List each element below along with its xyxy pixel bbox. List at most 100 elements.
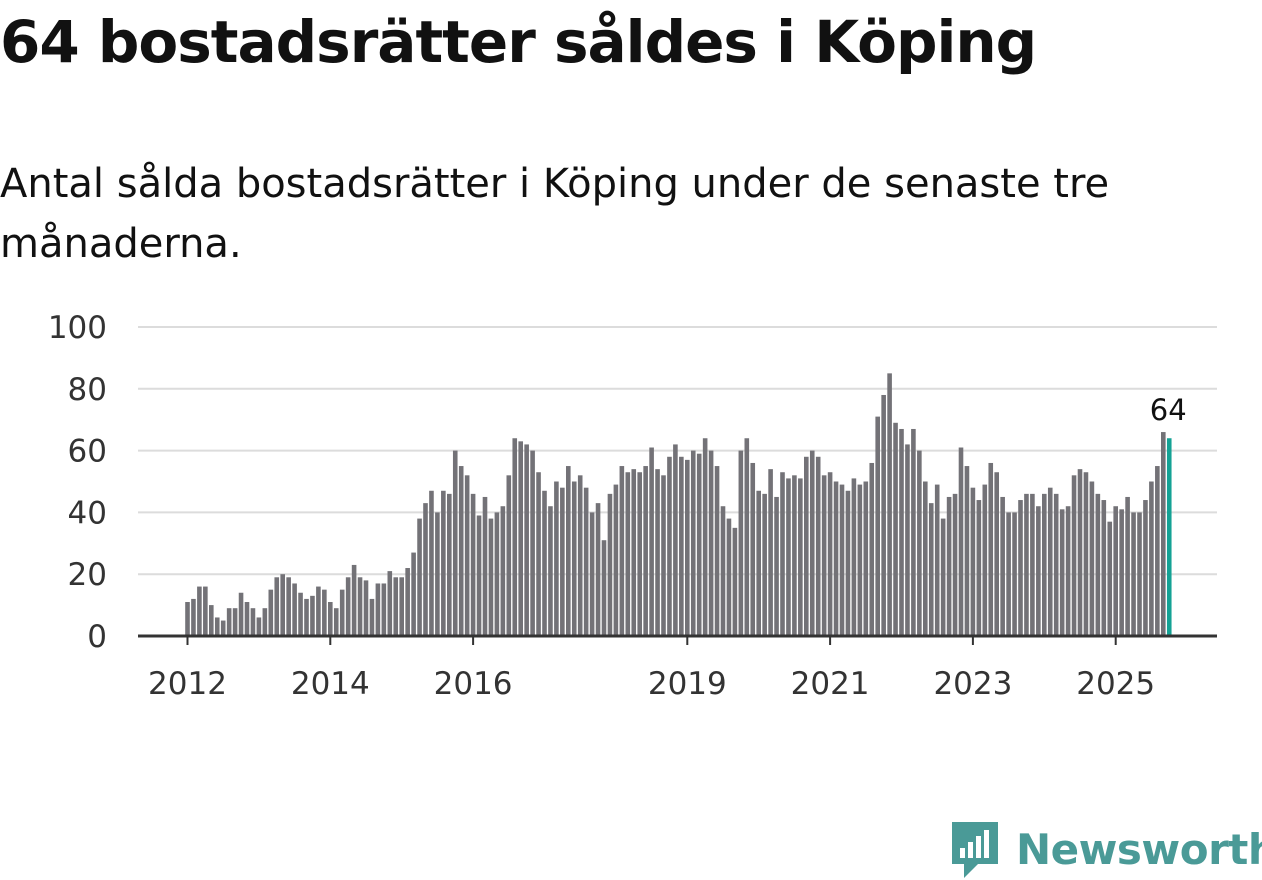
bar bbox=[863, 481, 869, 636]
bar bbox=[762, 493, 767, 636]
bar bbox=[185, 602, 190, 636]
bar bbox=[203, 586, 208, 636]
bar bbox=[518, 441, 523, 636]
bar bbox=[542, 490, 547, 636]
bar bbox=[524, 444, 529, 636]
bar bbox=[696, 453, 702, 636]
bar bbox=[250, 608, 256, 636]
bar bbox=[244, 602, 250, 636]
bar bbox=[804, 456, 809, 636]
bar bbox=[268, 589, 274, 636]
bar bbox=[560, 487, 565, 636]
bar bbox=[381, 583, 387, 636]
bar bbox=[994, 472, 999, 636]
bar bbox=[339, 589, 345, 636]
bar bbox=[488, 518, 494, 636]
x-tick-label: 2019 bbox=[648, 666, 727, 702]
bar bbox=[928, 503, 934, 636]
bar bbox=[494, 512, 500, 636]
bar bbox=[232, 608, 238, 636]
x-tick-label: 2021 bbox=[791, 666, 870, 702]
bar bbox=[197, 586, 202, 636]
bar bbox=[726, 518, 732, 636]
bar bbox=[833, 481, 839, 636]
bar bbox=[1143, 500, 1148, 636]
bar bbox=[750, 462, 756, 636]
bar bbox=[423, 503, 428, 636]
bar bbox=[625, 472, 631, 636]
bar bbox=[399, 577, 404, 636]
bar bbox=[1036, 506, 1041, 636]
bar bbox=[351, 564, 357, 636]
bar bbox=[316, 586, 321, 636]
bar bbox=[1113, 506, 1118, 636]
y-tick-label: 0 bbox=[87, 619, 107, 655]
bar bbox=[631, 469, 637, 636]
bar bbox=[256, 617, 262, 636]
brand-name: Newsworthy bbox=[1016, 824, 1262, 874]
bar bbox=[809, 450, 815, 636]
bar bbox=[1095, 493, 1101, 636]
bar bbox=[917, 450, 922, 636]
bar bbox=[464, 475, 470, 636]
bar bbox=[1024, 493, 1029, 636]
y-axis-labels: 0 20 40 60 80 100 bbox=[48, 310, 107, 655]
bar bbox=[607, 493, 613, 636]
bar bbox=[1155, 466, 1160, 636]
bar bbox=[821, 475, 827, 636]
bar bbox=[470, 493, 476, 636]
bar bbox=[298, 592, 303, 636]
bar bbox=[1125, 496, 1130, 636]
x-tick-label: 2016 bbox=[434, 666, 513, 702]
bar-highlight bbox=[1166, 438, 1172, 636]
bar bbox=[934, 484, 940, 636]
bar bbox=[435, 512, 440, 636]
y-tick-label: 20 bbox=[68, 557, 107, 593]
bar bbox=[792, 475, 797, 636]
y-tick-label: 40 bbox=[68, 495, 107, 531]
bar bbox=[673, 444, 678, 636]
bar bbox=[577, 475, 583, 636]
bar bbox=[500, 506, 506, 636]
bar bbox=[851, 478, 857, 636]
bar bbox=[209, 605, 214, 636]
bar bbox=[613, 484, 619, 636]
bar bbox=[1161, 432, 1166, 636]
bar bbox=[690, 450, 696, 636]
bar bbox=[958, 447, 964, 636]
bar bbox=[214, 617, 220, 636]
bar bbox=[554, 481, 559, 636]
bar bbox=[1077, 469, 1083, 636]
bar bbox=[667, 456, 672, 636]
bar bbox=[417, 518, 422, 636]
x-tick-label: 2014 bbox=[291, 666, 370, 702]
bar bbox=[1065, 506, 1071, 636]
x-tick-label: 2025 bbox=[1076, 666, 1155, 702]
bar bbox=[970, 487, 976, 636]
bar bbox=[881, 394, 886, 636]
bar bbox=[798, 478, 803, 636]
y-tick-label: 80 bbox=[68, 372, 107, 408]
bar bbox=[1071, 475, 1077, 636]
bar bbox=[1042, 493, 1047, 636]
bar bbox=[506, 475, 512, 636]
bar bbox=[857, 484, 863, 636]
bar bbox=[536, 472, 541, 636]
bar bbox=[571, 481, 577, 636]
bar bbox=[1012, 512, 1017, 636]
bar bbox=[845, 490, 851, 636]
bar bbox=[566, 466, 571, 636]
bar bbox=[786, 478, 791, 636]
bar bbox=[458, 466, 464, 636]
chart-subtitle: Antal sålda bostadsrätter i Köping under… bbox=[0, 161, 1110, 267]
bar bbox=[1119, 509, 1124, 636]
bar bbox=[839, 484, 845, 636]
bar bbox=[548, 506, 553, 636]
bar bbox=[893, 422, 898, 636]
bar bbox=[411, 552, 416, 636]
bar bbox=[452, 450, 458, 636]
bar bbox=[322, 589, 327, 636]
bar bbox=[905, 444, 910, 636]
bar bbox=[262, 608, 268, 636]
